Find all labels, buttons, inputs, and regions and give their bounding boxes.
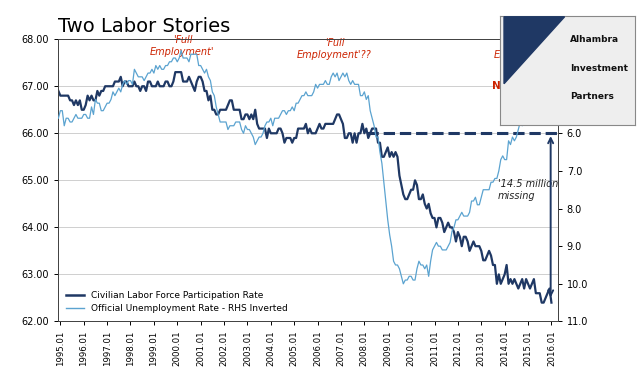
Text: Alhambra: Alhambra [570, 35, 619, 44]
Text: Two Labor Stories: Two Labor Stories [58, 17, 230, 36]
Text: 'Full
Employment'??: 'Full Employment'?? [297, 38, 372, 60]
Legend: Civilian Labor Force Participation Rate, Official Unemployment Rate - RHS Invert: Civilian Labor Force Participation Rate,… [62, 287, 292, 317]
Text: Partners: Partners [570, 93, 614, 102]
Text: '14.5 million
missing: '14.5 million missing [498, 178, 558, 201]
Text: Not a chance: Not a chance [492, 81, 569, 91]
Text: 'Full
Employment'??: 'Full Employment'?? [494, 38, 568, 60]
Polygon shape [504, 17, 565, 84]
Text: 'Full
Employment': 'Full Employment' [150, 34, 215, 57]
Text: Investment: Investment [570, 64, 628, 73]
